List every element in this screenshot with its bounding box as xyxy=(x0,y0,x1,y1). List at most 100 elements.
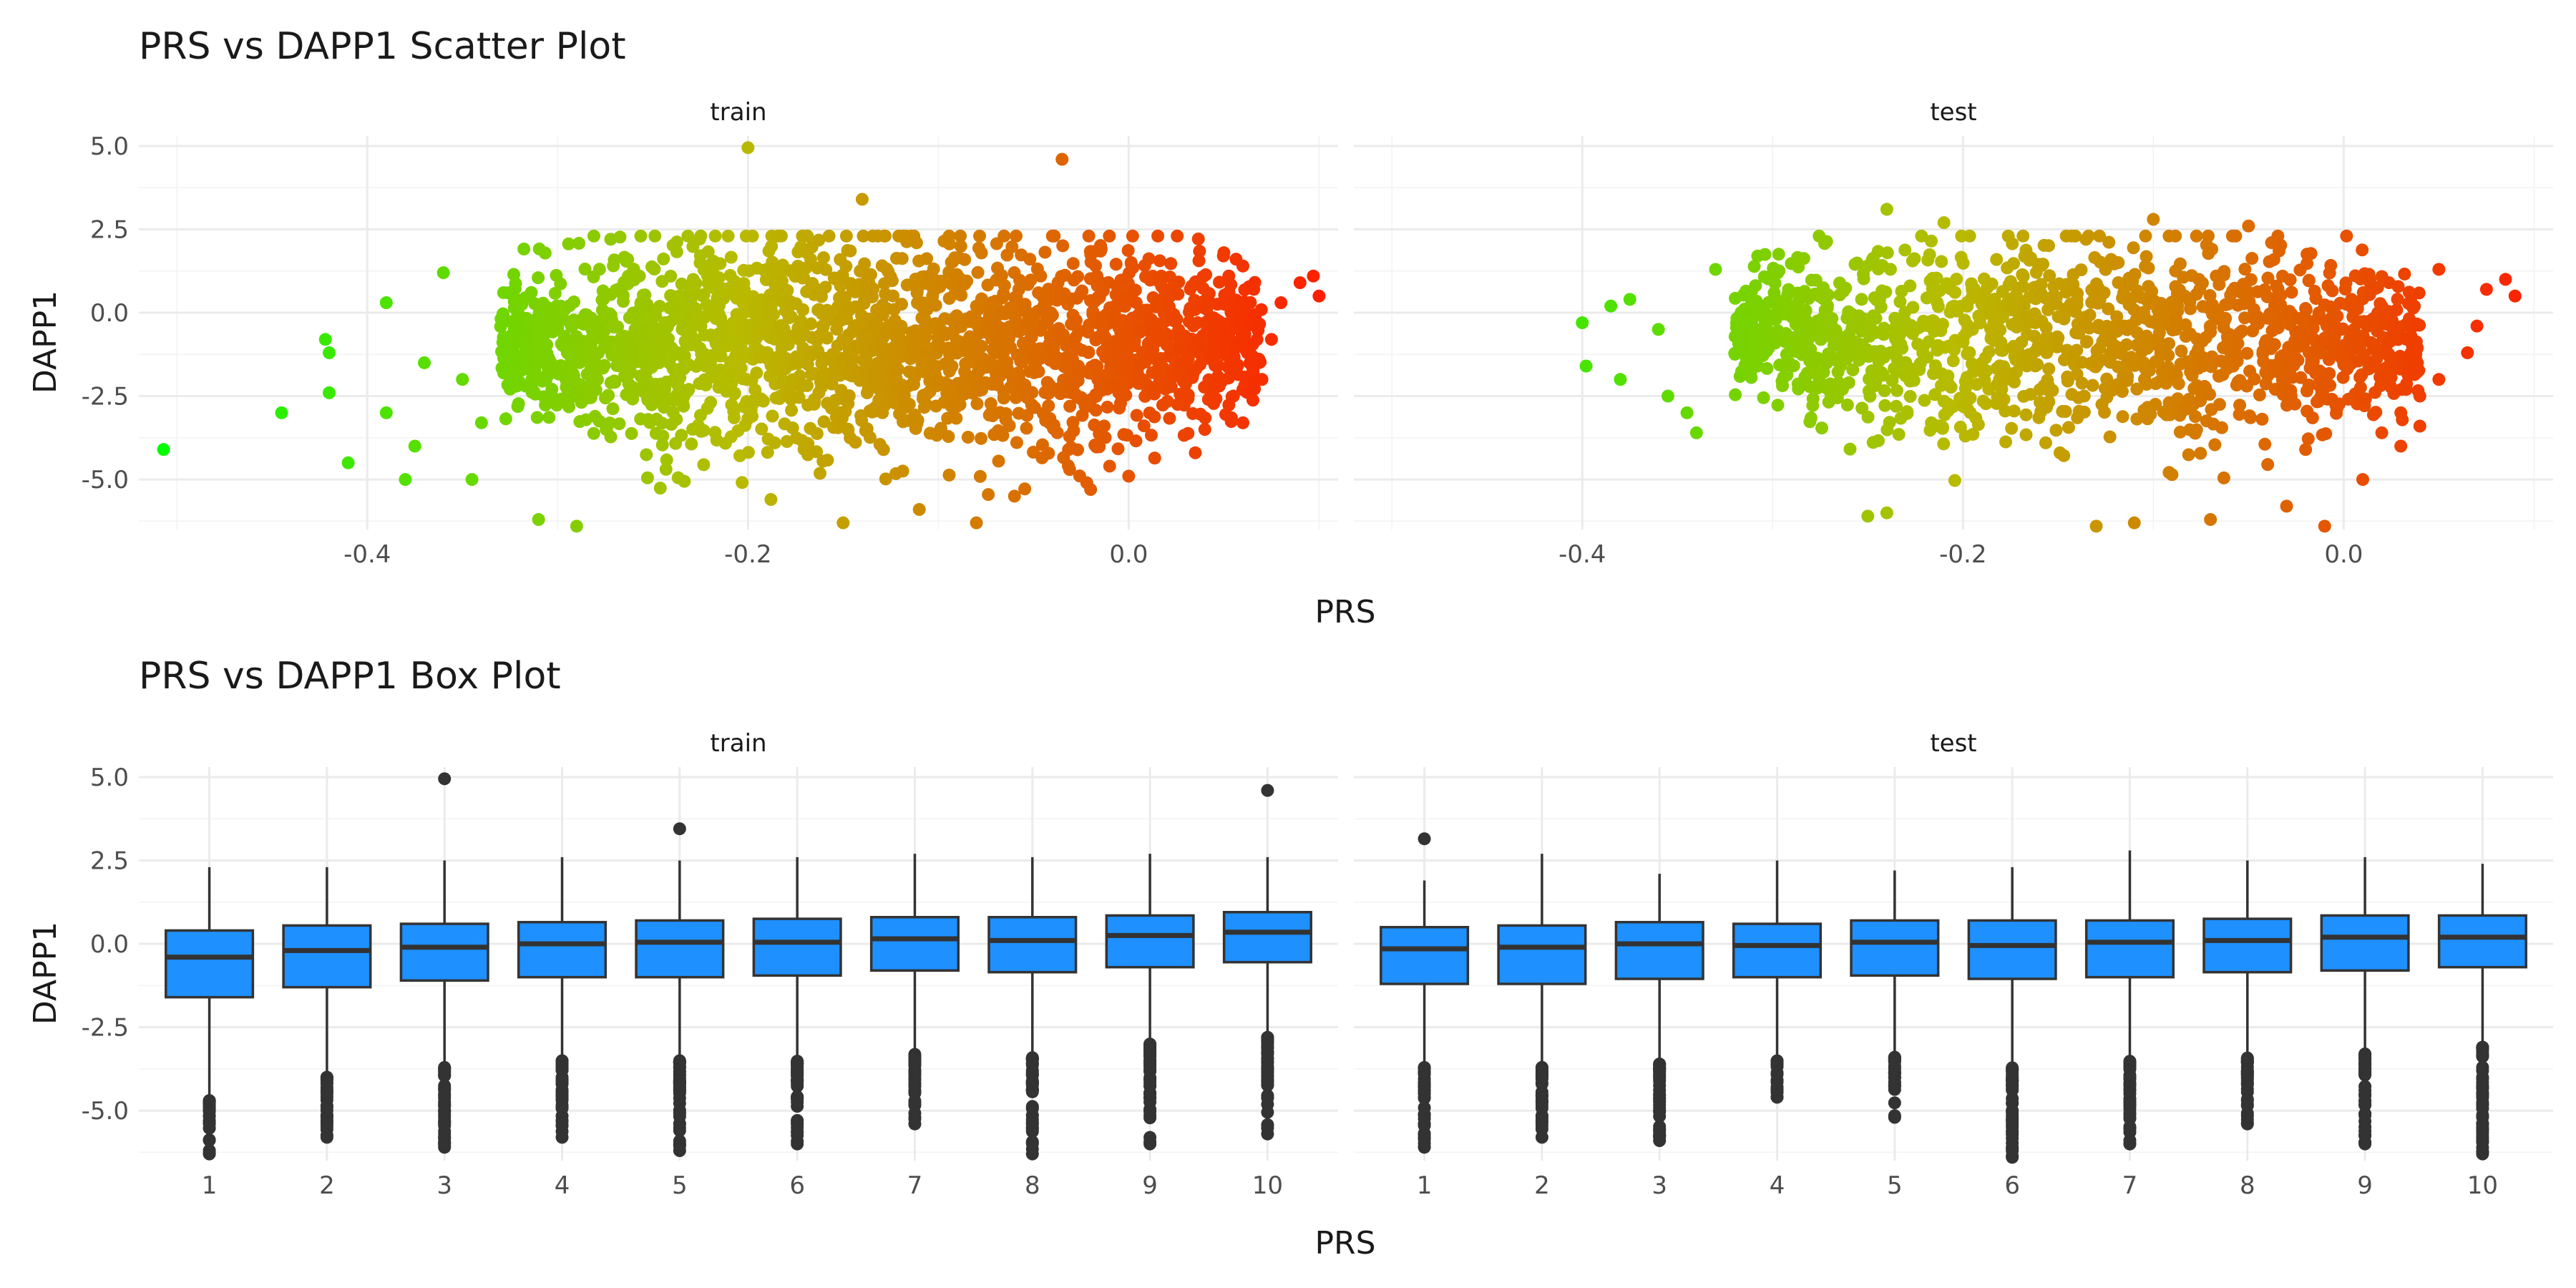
scatter-point xyxy=(2302,379,2316,392)
scatter-point xyxy=(1153,254,1166,268)
scatter-point xyxy=(1109,258,1123,271)
scatter-point xyxy=(1604,299,1618,313)
scatter-point xyxy=(1089,259,1103,273)
scatter-point xyxy=(675,429,688,442)
scatter-point xyxy=(1142,252,1156,265)
scatter-point xyxy=(781,283,794,297)
scatter-point xyxy=(1091,360,1104,374)
scatter-point xyxy=(2358,392,2372,406)
scatter-point xyxy=(1129,296,1143,310)
outlier-point xyxy=(203,1133,216,1146)
box-8 xyxy=(2202,860,2293,1131)
y-tick-label: -2.5 xyxy=(82,1014,129,1043)
scatter-point xyxy=(530,411,544,424)
scatter-point xyxy=(911,414,924,427)
scatter-point xyxy=(597,358,611,372)
scatter-point xyxy=(2130,412,2144,426)
scatter-point xyxy=(1069,313,1083,327)
box-2 xyxy=(282,867,372,1144)
box-3 xyxy=(1614,874,1704,1148)
scatter-point xyxy=(2391,293,2404,306)
scatter-point xyxy=(1980,364,1994,378)
scatter-point xyxy=(935,274,948,288)
x-tick-label: 8 xyxy=(1025,1171,1040,1200)
outlier-point xyxy=(791,1091,804,1104)
scatter-point xyxy=(2411,341,2424,355)
scatter-point xyxy=(958,253,972,266)
scatter-point xyxy=(999,407,1013,421)
scatter-point xyxy=(1787,359,1800,373)
scatter-point xyxy=(2075,376,2089,390)
scatter-point xyxy=(1103,459,1116,473)
scatter-point xyxy=(791,357,804,371)
scatter-point xyxy=(2238,311,2252,325)
scatter-point xyxy=(2006,237,2019,250)
x-tick-label: 7 xyxy=(907,1171,923,1200)
scatter-point xyxy=(2175,344,2188,358)
scatter-point xyxy=(2205,360,2218,374)
scatter-point xyxy=(736,476,749,489)
scatter-point xyxy=(2318,519,2331,533)
box-chart-title: PRS vs DAPP1 Box Plot xyxy=(139,655,561,698)
scatter-point xyxy=(1936,420,1949,434)
box-4 xyxy=(1732,860,1823,1104)
scatter-point xyxy=(2340,229,2353,243)
scatter-point xyxy=(633,269,646,283)
scatter-point xyxy=(2086,379,2099,392)
scatter-point xyxy=(2102,302,2115,316)
scatter-point xyxy=(2233,408,2246,421)
box-iqr xyxy=(517,920,608,979)
scatter-point xyxy=(1048,229,1061,243)
scatter-point xyxy=(1963,346,1976,359)
scatter-point xyxy=(532,271,545,285)
x-tick-label: -0.2 xyxy=(724,540,771,569)
scatter-point xyxy=(689,276,703,290)
scatter-point xyxy=(1188,293,1201,307)
scatter-point xyxy=(1045,308,1059,322)
scatter-point xyxy=(1906,301,1920,314)
box-iqr xyxy=(635,919,725,979)
scatter-point xyxy=(1181,389,1195,402)
scatter-point xyxy=(2190,423,2203,436)
scatter-point xyxy=(1213,275,1226,289)
outlier-point xyxy=(1653,1134,1667,1148)
scatter-point xyxy=(1111,442,1125,456)
scatter-point xyxy=(1264,333,1278,346)
scatter-point xyxy=(1820,235,1833,248)
outlier-point xyxy=(320,1087,333,1101)
scatter-point xyxy=(2212,398,2226,411)
outlier-point xyxy=(1888,1065,1901,1078)
scatter-point xyxy=(1903,279,1917,293)
x-tick-label: 5 xyxy=(1887,1171,1903,1200)
outlier-point xyxy=(1535,1101,1548,1115)
scatter-point xyxy=(1985,277,1999,291)
scatter-point xyxy=(1128,283,1142,297)
scatter-point xyxy=(1148,452,1161,465)
scatter-point xyxy=(792,391,806,404)
scatter-point xyxy=(572,237,586,250)
scatter-point xyxy=(2245,252,2259,265)
scatter-point xyxy=(1689,426,1703,439)
scatter-point xyxy=(1857,272,1870,286)
scatter-point xyxy=(1825,312,1839,326)
scatter-point xyxy=(2331,309,2344,323)
scatter-point xyxy=(1880,203,1893,216)
scatter-point xyxy=(1293,276,1307,290)
scatter-point xyxy=(955,288,968,302)
scatter-point xyxy=(784,310,798,323)
scatter-point xyxy=(678,474,691,488)
scatter-point xyxy=(1163,411,1176,425)
outlier-point xyxy=(1535,1131,1548,1144)
scatter-point-cloud xyxy=(494,229,1268,507)
outlier-point xyxy=(1653,1110,1667,1123)
scatter-point xyxy=(649,309,663,323)
scatter-point xyxy=(1842,376,1855,389)
x-tick-label: 2 xyxy=(319,1171,335,1200)
scatter-point xyxy=(2057,449,2071,462)
scatter-point xyxy=(2184,302,2197,316)
outlier-point xyxy=(2006,1078,2019,1092)
scatter-point xyxy=(801,229,814,243)
scatter-point xyxy=(812,233,826,247)
scatter-point xyxy=(2165,468,2179,482)
